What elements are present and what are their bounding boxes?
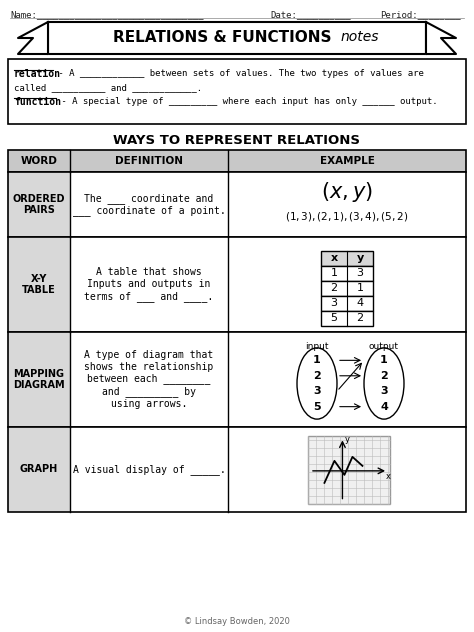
Text: $(1,3), (2,1), (3,4), (5,2)$: $(1,3), (2,1), (3,4), (5,2)$ <box>285 210 409 223</box>
Text: 3: 3 <box>330 298 337 308</box>
FancyBboxPatch shape <box>321 296 373 310</box>
Text: WORD: WORD <box>20 156 57 166</box>
FancyBboxPatch shape <box>8 172 70 237</box>
FancyBboxPatch shape <box>8 332 70 427</box>
FancyBboxPatch shape <box>321 281 373 296</box>
Text: 1: 1 <box>330 268 337 278</box>
Text: WAYS TO REPRESENT RELATIONS: WAYS TO REPRESENT RELATIONS <box>113 134 361 147</box>
FancyBboxPatch shape <box>8 150 466 172</box>
Text: 1: 1 <box>356 283 364 293</box>
Text: © Lindsay Bowden, 2020: © Lindsay Bowden, 2020 <box>184 617 290 626</box>
Text: 3: 3 <box>380 386 388 396</box>
Text: 1: 1 <box>380 355 388 365</box>
Text: $(x, y)$: $(x, y)$ <box>321 181 373 205</box>
Text: 2: 2 <box>356 313 364 323</box>
FancyBboxPatch shape <box>321 310 373 325</box>
Text: A visual display of _____.: A visual display of _____. <box>73 464 225 475</box>
Text: 3: 3 <box>313 386 321 396</box>
Text: GRAPH: GRAPH <box>20 465 58 475</box>
Text: Name:_______________________________: Name:_______________________________ <box>10 10 203 19</box>
Text: 4: 4 <box>356 298 364 308</box>
Text: EXAMPLE: EXAMPLE <box>319 156 374 166</box>
Text: The ___ coordinate and
___ coordinate of a point.: The ___ coordinate and ___ coordinate of… <box>73 193 225 216</box>
Text: MAPPING
DIAGRAM: MAPPING DIAGRAM <box>13 368 65 391</box>
Text: output: output <box>369 342 399 351</box>
Text: ORDERED
PAIRS: ORDERED PAIRS <box>13 193 65 216</box>
FancyBboxPatch shape <box>70 237 228 332</box>
Text: - A ____________ between sets of values. The two types of values are: - A ____________ between sets of values.… <box>53 69 424 78</box>
Text: 2: 2 <box>380 371 388 381</box>
Text: y: y <box>345 435 350 444</box>
FancyBboxPatch shape <box>228 237 466 332</box>
Text: called __________ and ____________.: called __________ and ____________. <box>14 83 202 92</box>
Text: input: input <box>305 342 329 351</box>
Text: 1: 1 <box>313 355 321 365</box>
Text: Date:__________: Date:__________ <box>270 10 351 19</box>
Text: y: y <box>356 253 364 263</box>
FancyBboxPatch shape <box>228 332 466 427</box>
Text: 5: 5 <box>330 313 337 323</box>
Text: function: function <box>14 97 61 107</box>
Text: X-Y
TABLE: X-Y TABLE <box>22 274 56 295</box>
Text: notes: notes <box>341 30 379 44</box>
FancyBboxPatch shape <box>48 22 426 54</box>
FancyBboxPatch shape <box>228 172 466 237</box>
Text: relation: relation <box>14 69 61 79</box>
FancyBboxPatch shape <box>308 435 390 504</box>
FancyBboxPatch shape <box>321 265 373 281</box>
FancyBboxPatch shape <box>8 59 466 124</box>
Text: A table that shows
Inputs and outputs in
terms of ___ and ____.: A table that shows Inputs and outputs in… <box>84 267 214 301</box>
Polygon shape <box>18 22 48 54</box>
Text: - A special type of _________ where each input has only ______ output.: - A special type of _________ where each… <box>56 97 438 106</box>
Text: Period:________: Period:________ <box>380 10 461 19</box>
Ellipse shape <box>297 348 337 419</box>
FancyBboxPatch shape <box>8 237 70 332</box>
FancyBboxPatch shape <box>321 250 373 265</box>
Text: RELATIONS & FUNCTIONS: RELATIONS & FUNCTIONS <box>113 30 337 46</box>
Text: 2: 2 <box>330 283 337 293</box>
Ellipse shape <box>364 348 404 419</box>
Text: 5: 5 <box>313 402 321 411</box>
Text: DEFINITION: DEFINITION <box>115 156 183 166</box>
Text: x: x <box>385 472 391 482</box>
Text: 3: 3 <box>356 268 364 278</box>
FancyBboxPatch shape <box>70 332 228 427</box>
FancyBboxPatch shape <box>70 172 228 237</box>
Text: 4: 4 <box>380 402 388 411</box>
Text: x: x <box>330 253 337 263</box>
Text: A type of diagram that
shows the relationship
between each ________
and ________: A type of diagram that shows the relatio… <box>84 350 214 409</box>
FancyBboxPatch shape <box>8 427 70 512</box>
FancyBboxPatch shape <box>228 427 466 512</box>
FancyBboxPatch shape <box>70 427 228 512</box>
Text: 2: 2 <box>313 371 321 381</box>
Polygon shape <box>426 22 456 54</box>
